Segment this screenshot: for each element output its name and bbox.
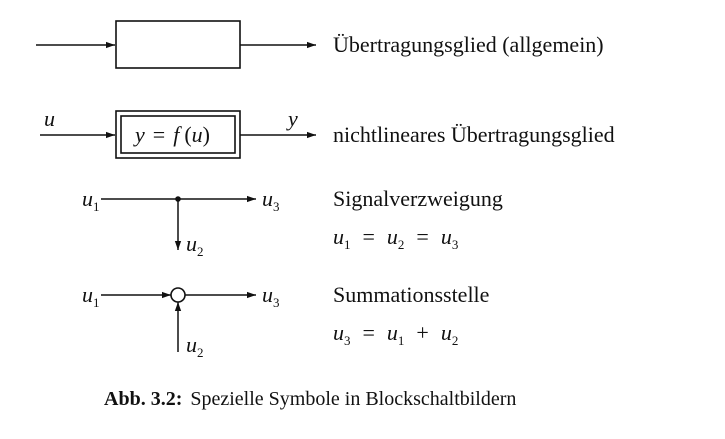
branch-output-var: u3	[262, 186, 280, 214]
nonlinear-input-var: u	[44, 106, 55, 131]
nonlinear-block-row: u y = f (u) y nichtlineares Übertragungsgli…	[40, 106, 615, 159]
nonlinear-block-inner	[120, 115, 236, 154]
branch-label: Signalverzweigung	[333, 186, 503, 211]
summation-label: Summationsstelle	[333, 282, 489, 307]
branch-equation: u1 = u2 = u3	[333, 224, 458, 252]
summation-row: u1 u3 u2 Summationsstelle u3 = u1 + u2	[82, 282, 489, 360]
branch-input-var: u1	[82, 186, 100, 214]
caption-label: Abb. 3.2:	[104, 388, 182, 410]
general-block	[115, 20, 241, 69]
nonlinear-output-var: y	[286, 106, 298, 131]
signal-branch-row: u1 u3 u2 Signalverzweigung u1 = u2 = u3	[82, 186, 503, 259]
figure-caption: Abb. 3.2: Spezielle Symbole in Blockschal…	[104, 388, 516, 410]
nonlinear-block-label: nichtlineares Übertragungsglied	[333, 122, 615, 147]
branch-down-var: u2	[186, 231, 204, 259]
general-block-row: Übertragungsglied (allgemein)	[36, 20, 604, 69]
sum-input-var: u1	[82, 282, 100, 310]
caption-text: Spezielle Symbole in Blockschaltbildern	[190, 388, 516, 410]
sum-up-var: u2	[186, 332, 204, 360]
nonlinear-block-expression: y = f (u)	[133, 122, 210, 147]
sum-output-var: u3	[262, 282, 280, 310]
summation-equation: u3 = u1 + u2	[333, 320, 458, 348]
general-block-label: Übertragungsglied (allgemein)	[333, 32, 604, 57]
summation-circle	[170, 287, 186, 303]
